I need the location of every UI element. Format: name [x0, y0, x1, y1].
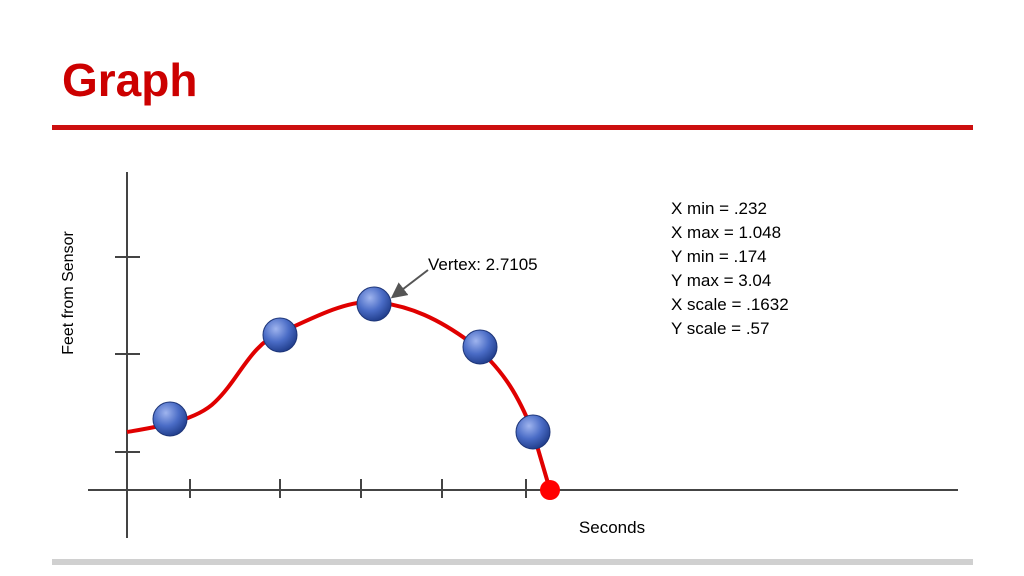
axes [88, 172, 958, 538]
point [152, 401, 188, 437]
note: Y scale = .57 [671, 319, 769, 338]
slide-title: Graph [62, 54, 197, 106]
y-axis-label: Feet from Sensor [60, 231, 77, 355]
annotation-arrow [390, 269, 429, 299]
notes: X min = .232 X max = 1.048 Y min = .174 Y m… [671, 199, 789, 338]
point [515, 414, 551, 450]
curve [126, 299, 552, 491]
title-rule [52, 125, 973, 130]
note: Y max = 3.04 [671, 271, 771, 290]
note: X scale = .1632 [671, 295, 789, 314]
note: X max = 1.048 [671, 223, 781, 242]
root-point [540, 480, 560, 500]
point [462, 329, 498, 365]
x-axis-label: Seconds [579, 518, 645, 537]
point [356, 286, 392, 322]
note: X min = .232 [671, 199, 767, 218]
footer-rule [52, 559, 973, 565]
note: Y min = .174 [671, 247, 767, 266]
points [152, 286, 551, 450]
point [262, 317, 298, 353]
annotation: Vertex: 2.7105 [428, 255, 538, 274]
